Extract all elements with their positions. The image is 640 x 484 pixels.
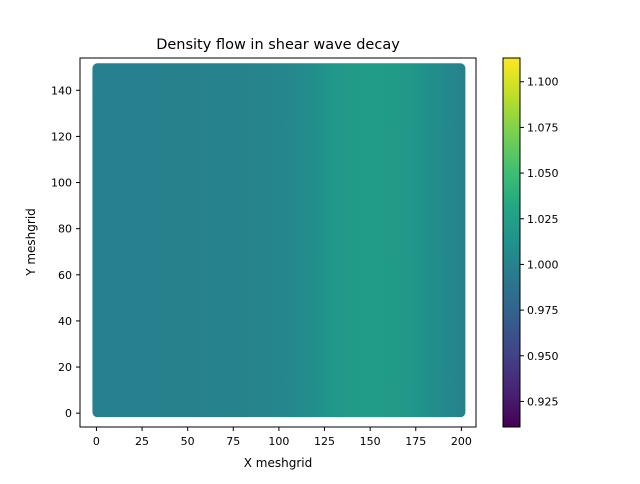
colorbar-tick-label: 0.975	[527, 304, 559, 317]
x-tick-label: 200	[451, 435, 472, 448]
x-axis: 0 25 50 75 100 125 150 175 200	[93, 427, 472, 448]
x-tick-label: 50	[181, 435, 195, 448]
colorbar-fill	[503, 58, 520, 427]
x-tick-label: 0	[93, 435, 100, 448]
colorbar: 0.925 0.950 0.975 1.000 1.025 1.050 1.075 1.100	[502, 57, 559, 428]
y-tick-label: 60	[58, 269, 72, 282]
x-tick-label: 100	[268, 435, 289, 448]
x-tick-label: 75	[226, 435, 240, 448]
axes-frame	[79, 57, 477, 428]
y-axis: 0 20 40 60 80 100 120 140	[51, 84, 80, 420]
y-tick-label: 80	[58, 223, 72, 236]
x-tick-label: 25	[135, 435, 149, 448]
x-tick-label: 175	[405, 435, 426, 448]
y-tick-label: 140	[51, 84, 72, 97]
colorbar-ticks: 0.925 0.950 0.975 1.000 1.025 1.050 1.075 1.100	[520, 76, 559, 408]
colorbar-tick-label: 1.075	[527, 121, 559, 134]
y-tick-label: 120	[51, 130, 72, 143]
plot-area	[79, 57, 477, 428]
y-tick-label: 100	[51, 177, 72, 190]
colorbar-tick-label: 1.100	[527, 76, 559, 89]
chart-title: Density flow in shear wave decay	[156, 37, 400, 53]
y-tick-label: 0	[65, 407, 72, 420]
x-tick-label: 125	[314, 435, 335, 448]
colorbar-tick-label: 1.000	[527, 258, 559, 271]
density-field	[92, 63, 466, 418]
colorbar-tick-label: 0.925	[527, 395, 559, 408]
colorbar-tick-label: 1.050	[527, 167, 559, 180]
colorbar-tick-label: 0.950	[527, 350, 559, 363]
y-axis-label: Y meshgrid	[24, 208, 38, 277]
x-tick-label: 150	[360, 435, 381, 448]
y-tick-label: 40	[58, 315, 72, 328]
colorbar-tick-label: 1.025	[527, 213, 559, 226]
colorbar-frame	[502, 57, 521, 428]
x-axis-label: X meshgrid	[244, 456, 312, 470]
y-tick-label: 20	[58, 361, 72, 374]
